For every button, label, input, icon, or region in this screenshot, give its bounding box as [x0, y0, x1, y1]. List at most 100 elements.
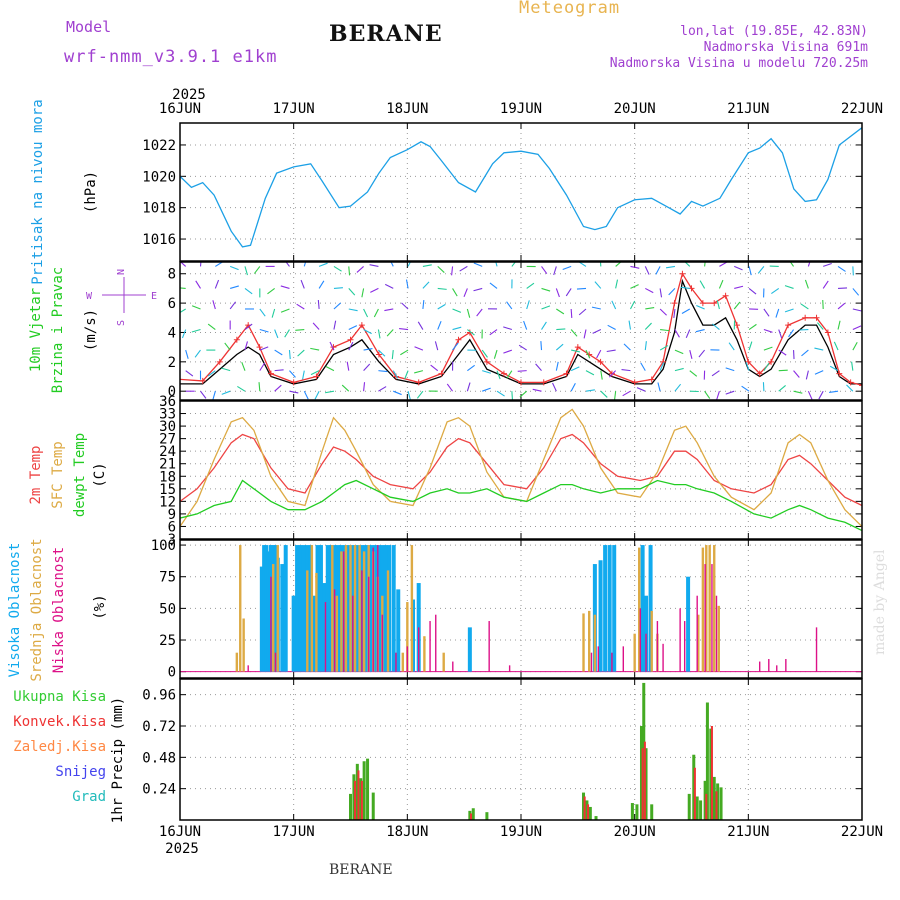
wind-arrow — [185, 349, 189, 359]
cloud-bar-mid — [633, 633, 636, 672]
wind-arrow — [852, 341, 858, 351]
precip-bar-total — [471, 808, 475, 820]
wind-arrow — [570, 382, 576, 392]
top-day-label: 18JUN — [386, 101, 428, 117]
y-tick-label: 8 — [168, 267, 176, 283]
cloud-bar-high — [607, 545, 612, 672]
y-tick-label: 12 — [159, 494, 176, 510]
wind-arrow — [775, 308, 780, 318]
wind-arrow — [221, 367, 231, 372]
wind-arrow — [585, 389, 595, 392]
gust-point — [500, 370, 507, 377]
wind-arrow — [400, 349, 409, 356]
precip-bar-total — [687, 793, 691, 820]
cloud-bar-low — [785, 659, 787, 672]
wind-arrow — [814, 347, 824, 351]
cloud-bar-high — [686, 576, 691, 672]
precip-bar-total — [582, 792, 586, 820]
wind-arrow — [704, 262, 706, 267]
wind-arrow — [852, 288, 860, 296]
gust-point — [711, 300, 718, 307]
wind-arrow — [596, 349, 602, 359]
wind-arrow — [363, 308, 369, 318]
plot-area-clouds — [180, 545, 862, 673]
precip-bar-total — [362, 761, 366, 820]
wind-arrow — [846, 384, 854, 392]
plot-area-pressure — [180, 127, 862, 248]
y-tick-label: 36 — [159, 394, 176, 410]
wind-arrow — [784, 308, 794, 313]
gust-point — [313, 373, 320, 380]
wind-arrow — [244, 266, 248, 276]
cloud-bar-low — [452, 661, 454, 672]
y-tick-label: 21 — [159, 457, 176, 473]
wind-arrow — [180, 287, 186, 289]
credit-text: made by Angel — [872, 549, 888, 656]
y-tick-label: 0.72 — [142, 719, 176, 735]
model-elevation-info: Nadmorska Visina u modelu 720.25m — [609, 56, 868, 71]
cloud-bar-low — [372, 547, 374, 672]
wind-arrow — [185, 370, 194, 377]
wind-arrow — [684, 262, 691, 267]
cloud-bar-mid — [401, 652, 404, 672]
meteogram-title: Meteogram — [519, 0, 621, 18]
wind-arrow — [280, 285, 290, 289]
wind-arrow — [333, 287, 343, 289]
top-day-label: 22JUN — [841, 101, 883, 117]
compass-south: S — [116, 320, 127, 326]
bottom-year-label: 2025 — [165, 841, 199, 857]
cloud-bar-low — [597, 646, 599, 672]
cloud-bar-high — [598, 560, 603, 672]
cloud-bar-high — [391, 545, 396, 672]
wind-arrow — [583, 329, 587, 339]
wind-arrow — [503, 326, 513, 331]
wind-arrow — [695, 328, 705, 333]
wind-arrow — [556, 308, 565, 315]
wind-arrow — [822, 280, 829, 289]
wind-arrow — [463, 288, 468, 297]
precip-bar-total — [639, 726, 643, 820]
cloud-bar-low — [418, 627, 420, 672]
gust-point — [631, 379, 638, 386]
wind-arrow — [318, 262, 328, 267]
wind-arrow — [556, 328, 566, 331]
cloud-bar-low — [704, 564, 706, 672]
wind-arrow — [644, 322, 652, 330]
cloud-bar-high — [346, 545, 351, 672]
wind-arrow — [348, 266, 351, 276]
y-tick-label: 30 — [159, 419, 176, 435]
wind-arrow — [689, 349, 693, 359]
precip-bar-total — [588, 806, 592, 820]
wind-arrow — [302, 370, 305, 380]
wind-arrow — [541, 287, 551, 292]
cloud-bar-low — [435, 614, 437, 672]
wind-arrow — [363, 347, 373, 351]
panel-clouds: 0 25 50 75 100 Visoka Oblacnost Srednja Oblacn… — [7, 538, 863, 682]
y-tick-label: 24 — [159, 444, 176, 460]
y-tick-label: 6 — [168, 519, 176, 535]
wind-arrow — [621, 368, 631, 372]
cloud-bar-low — [381, 614, 384, 672]
wind-arrow — [452, 308, 462, 313]
y-tick-label: 4 — [168, 325, 176, 341]
wind-arrow — [473, 287, 483, 292]
wind-arrow — [194, 349, 201, 358]
wind-arrow — [493, 349, 498, 359]
gust-point — [679, 270, 686, 277]
wind-arrow — [405, 279, 409, 289]
y-tick-label: 1016 — [142, 232, 176, 248]
wind-arrow — [181, 329, 187, 339]
cloud-bar-mid — [306, 570, 309, 672]
wind-arrow — [451, 266, 454, 276]
cloud-bar-mid — [272, 564, 275, 672]
precip-bar-total — [642, 682, 646, 820]
wind-arrow — [310, 370, 320, 376]
cloud-bar-low — [711, 564, 713, 672]
wind-arrow — [503, 349, 513, 354]
wind-arrow — [763, 308, 770, 317]
wind-arrow — [628, 320, 632, 330]
wind-arrow — [369, 264, 379, 267]
cloud-bar-low — [611, 652, 613, 672]
wind-arrow — [180, 262, 187, 267]
cloud-bar-high — [291, 595, 296, 672]
